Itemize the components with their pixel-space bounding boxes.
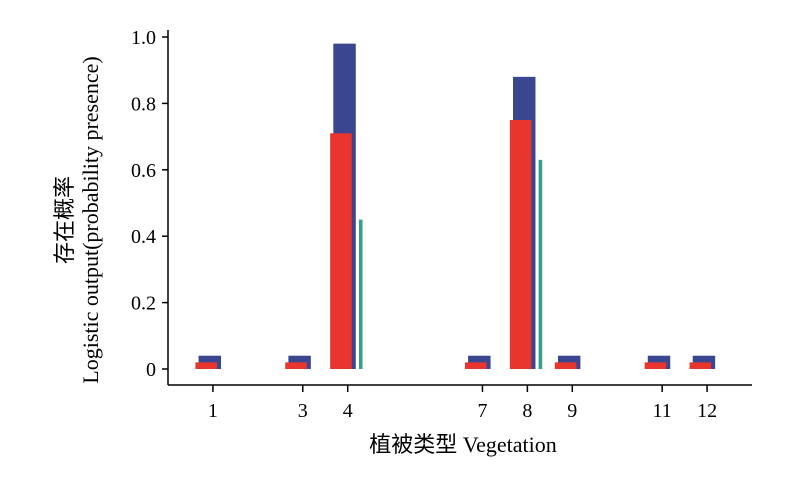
- y-tick-label: 0.2: [131, 293, 156, 315]
- bar-series-3-cat-8: [538, 159, 543, 369]
- bar-series-2-cat-12: [689, 362, 712, 369]
- x-tick-label: 8: [522, 400, 532, 422]
- x-tick-label: 7: [477, 400, 487, 422]
- bar-series-2-cat-11: [644, 362, 667, 369]
- y-axis-title-english: Logistic output(probability presence): [78, 56, 103, 383]
- x-ticks-group: 1 3 4 7 8 9 11 12: [208, 385, 717, 422]
- y-tick-label: 0.8: [131, 93, 156, 115]
- bar-series-2-cat-3: [285, 362, 307, 369]
- x-tick-label: 9: [567, 400, 577, 422]
- bar-series-2-cat-7: [464, 362, 487, 369]
- y-tick-label: 0: [146, 359, 156, 381]
- bars-group: [195, 43, 716, 369]
- bar-series-2-cat-9: [554, 362, 577, 369]
- x-tick-label: 4: [343, 400, 353, 422]
- x-axis-title: 植被类型 Vegetation: [369, 432, 557, 457]
- bar-series-2-cat-4: [330, 133, 352, 369]
- x-tick-label: 1: [208, 400, 218, 422]
- y-tick-label: 0.6: [131, 160, 156, 182]
- y-tick-label: 0.4: [131, 226, 156, 248]
- y-axis-title-chinese: 存在概率: [52, 176, 77, 264]
- bar-series-3-cat-4: [358, 219, 363, 369]
- y-tick-label: 1.0: [131, 27, 156, 49]
- x-tick-label: 12: [697, 400, 717, 422]
- y-ticks-group: 0 0.2 0.4 0.6 0.8 1.0: [131, 27, 168, 381]
- bar-series-2-cat-1: [195, 362, 217, 369]
- x-tick-label: 3: [298, 400, 308, 422]
- bar-series-2-cat-8: [509, 120, 532, 369]
- x-tick-label: 11: [653, 400, 672, 422]
